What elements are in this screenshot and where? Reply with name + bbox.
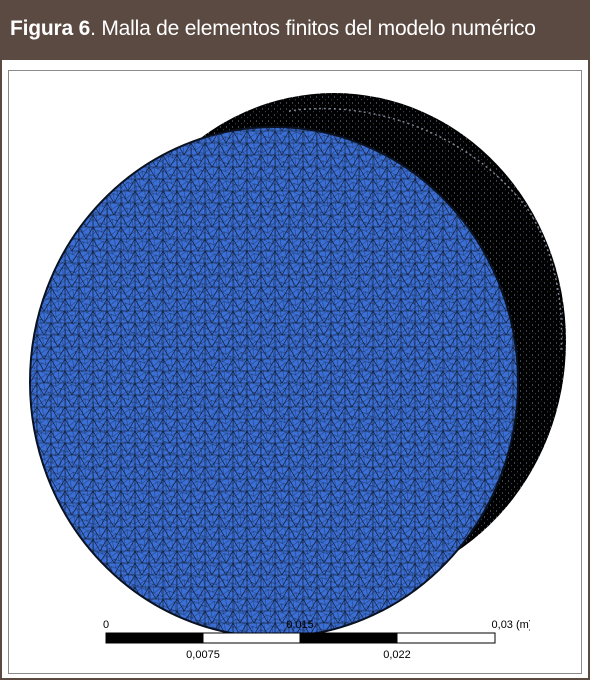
scale-seg-4 bbox=[396, 632, 496, 644]
scale-label-0: 0 bbox=[103, 619, 109, 631]
scale-seg-2 bbox=[202, 632, 301, 644]
scale-label-003: 0,03 (m) bbox=[492, 619, 530, 631]
scale-label-00075: 0,0075 bbox=[186, 649, 220, 661]
scale-label-0022: 0,022 bbox=[383, 649, 411, 661]
mesh-figure bbox=[29, 93, 566, 638]
figure-caption-label: Figura 6 bbox=[10, 17, 91, 40]
scale-seg-3 bbox=[299, 632, 398, 644]
scale-seg-1 bbox=[105, 632, 204, 644]
mesh-detail-overlay bbox=[30, 127, 518, 637]
scale-label-0015: 0,015 bbox=[286, 619, 314, 631]
figure-caption: Figura 6. Malla de elementos finitos del… bbox=[0, 0, 590, 58]
figure-caption-text: . Malla de elementos finitos del modelo … bbox=[90, 17, 536, 40]
scale-bar: 0 0,015 0,03 (m) 0,0075 0,022 bbox=[103, 619, 530, 661]
